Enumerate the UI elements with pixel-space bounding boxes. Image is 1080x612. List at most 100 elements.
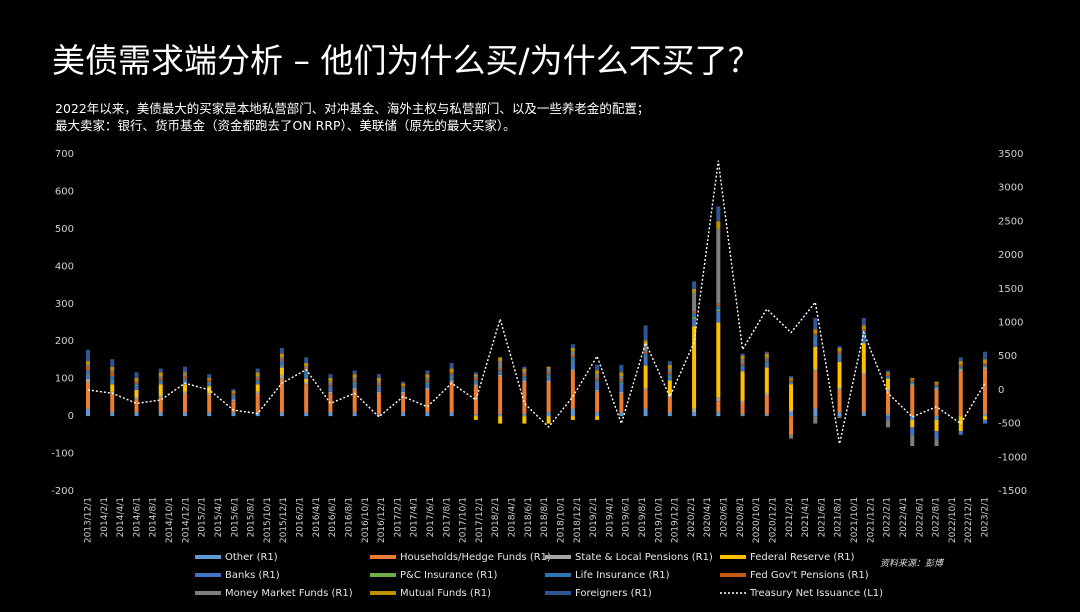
x-tick-label: 2016/12/1 <box>377 497 387 543</box>
bar-segment <box>910 419 915 428</box>
x-tick-label: 2022/2/1 <box>883 497 893 537</box>
bar-segment <box>207 379 212 382</box>
x-tick-label: 2021/8/1 <box>834 497 844 537</box>
y-tick-label: 100 <box>55 374 74 385</box>
bar-segment <box>837 389 842 413</box>
bar-segment <box>958 364 963 367</box>
bar-segment <box>619 391 624 394</box>
bar-segment <box>934 419 939 432</box>
bar-segment <box>934 416 939 420</box>
bar-segment <box>158 379 163 382</box>
bar-segment <box>910 384 915 387</box>
bar-segment <box>498 361 503 369</box>
bar-segment <box>86 366 90 371</box>
legend-label: Fed Gov't Pensions (R1) <box>750 570 869 581</box>
bar-segment <box>425 383 430 385</box>
bar-segment <box>376 377 381 382</box>
bar-segment <box>619 379 624 382</box>
x-tick-label: 2018/4/1 <box>508 497 518 537</box>
bar-segment <box>958 368 963 370</box>
x-tick-label: 2015/2/1 <box>198 497 208 537</box>
bar-segment <box>643 358 648 366</box>
x-tick-label: 2016/10/1 <box>361 497 371 543</box>
bar-segment <box>255 376 260 378</box>
bar-segment <box>110 366 115 371</box>
bar-segment <box>813 332 818 335</box>
bar-segment <box>595 416 600 420</box>
bar-segment <box>134 389 139 398</box>
bar-segment <box>595 379 600 382</box>
bar-segment <box>473 372 478 375</box>
bar-segment <box>837 356 842 362</box>
bar-segment <box>934 385 939 388</box>
bar-segment <box>595 412 600 417</box>
legend-swatch <box>195 573 221 577</box>
bar-segment <box>910 386 915 417</box>
bar-segment <box>910 383 915 385</box>
bar-segment <box>570 369 575 372</box>
bar-segment <box>352 389 357 413</box>
bar-segment <box>740 353 745 356</box>
bar-segment <box>958 366 963 369</box>
bar-segment <box>449 368 454 373</box>
source-note: 资料来源：彭博 <box>880 558 945 569</box>
bar-segment <box>886 419 891 428</box>
bar-segment <box>546 376 551 377</box>
bar-segment <box>182 384 187 392</box>
bar-segment <box>595 381 600 383</box>
bar-segment <box>910 427 915 435</box>
x-tick-label: 2019/10/1 <box>654 497 664 543</box>
bar-segment <box>352 412 357 417</box>
bar-segment <box>182 380 187 385</box>
legend-swatch <box>195 555 221 559</box>
bar-segment <box>231 399 236 402</box>
bar-segment <box>886 416 891 420</box>
bar-segment <box>886 370 891 373</box>
bar-segment <box>692 316 697 319</box>
x-tick-label: 2020/4/1 <box>703 497 713 537</box>
y-tick-label: -100 <box>51 449 74 460</box>
x-tick-label: 2019/12/1 <box>671 497 681 543</box>
legend-label: Money Market Funds (R1) <box>225 588 353 599</box>
bar-segment <box>643 353 648 358</box>
bar-segment <box>328 381 333 384</box>
bar-segment <box>667 412 672 417</box>
bar-segment <box>789 377 794 380</box>
bar-segment <box>958 371 963 417</box>
bar-segment <box>522 382 527 415</box>
chart-title: 美债需求端分析 – 他们为什么买/为什么不买了？ <box>52 41 761 80</box>
bar-segment <box>813 416 818 424</box>
bar-segment <box>643 365 648 389</box>
bar-segment <box>983 359 987 363</box>
bar-segment <box>813 408 818 417</box>
bar-segment <box>910 379 915 382</box>
bar-segment <box>958 357 963 362</box>
y-tick-label: 300 <box>55 299 74 310</box>
bar-segment <box>376 383 381 386</box>
legend-swatch <box>545 555 571 559</box>
bar-segment <box>789 383 794 385</box>
bar-segment <box>425 388 430 390</box>
bar-segment <box>958 369 963 372</box>
y-tick-label: 600 <box>55 186 74 197</box>
legend-label: Other (R1) <box>225 552 278 563</box>
bar-segment <box>910 377 915 380</box>
bar-segment <box>425 379 430 382</box>
bar-segment <box>207 374 212 378</box>
bar-segment <box>667 376 672 377</box>
bar-segment <box>789 379 794 382</box>
bar-segment <box>158 377 163 380</box>
bar-segment <box>910 416 915 420</box>
bar-segment <box>861 325 866 330</box>
bar-segment <box>764 353 769 358</box>
bar-segment <box>182 372 187 375</box>
bar-segment <box>886 372 891 375</box>
x-tick-label: 2020/6/1 <box>720 497 730 537</box>
bar-segment <box>522 376 527 378</box>
bar-segment <box>376 388 381 392</box>
x-tick-label: 2015/10/1 <box>263 497 273 543</box>
legend-swatch <box>370 591 396 595</box>
bar-segment <box>740 403 745 415</box>
bar-segment <box>522 416 527 424</box>
